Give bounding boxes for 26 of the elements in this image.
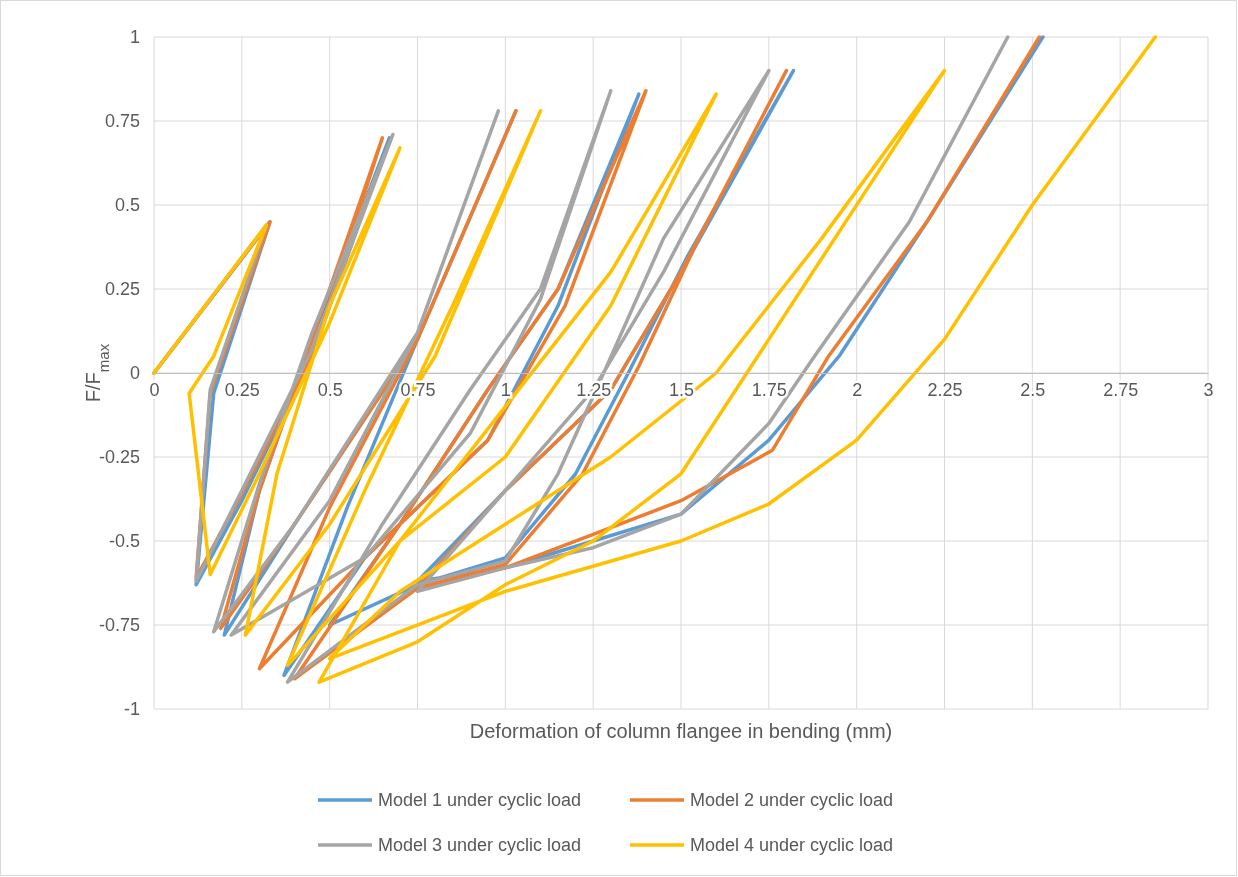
x-tick-label: 2.75 [1103,379,1139,400]
y-tick-label: 0.25 [104,279,140,300]
x-tick-label: 0.25 [224,379,260,400]
legend-label: Model 3 under cyclic load [378,835,582,855]
y-tick-label: -1 [123,699,140,720]
y-tick-label: 1 [129,27,140,48]
y-tick-label: -0.25 [98,447,140,468]
x-tick-label: 1.25 [576,379,612,400]
y-tick-label: 0 [129,363,140,384]
x-tick-label: 3 [1203,379,1214,400]
x-tick-label: 2.5 [1020,379,1046,400]
y-tick-label: -0.75 [98,615,140,636]
y-tick-label: 0.75 [104,111,140,132]
x-tick-label: 2.25 [927,379,963,400]
x-tick-label: 0 [149,379,160,400]
y-tick-label: 0.5 [114,195,140,216]
x-tick-label: 1 [500,379,511,400]
x-tick-label: 1.5 [668,379,695,400]
legend-label: Model 4 under cyclic load [690,835,894,855]
legend-label: Model 2 under cyclic load [690,790,894,810]
x-tick-label: 0.5 [317,379,343,400]
x-tick-label: 1.75 [751,379,787,400]
x-axis-title: Deformation of column flangee in bending (mm) [469,720,893,742]
legend-label: Model 1 under cyclic load [378,790,582,810]
x-tick-label: 2 [852,379,863,400]
y-tick-label: -0.5 [108,531,140,552]
